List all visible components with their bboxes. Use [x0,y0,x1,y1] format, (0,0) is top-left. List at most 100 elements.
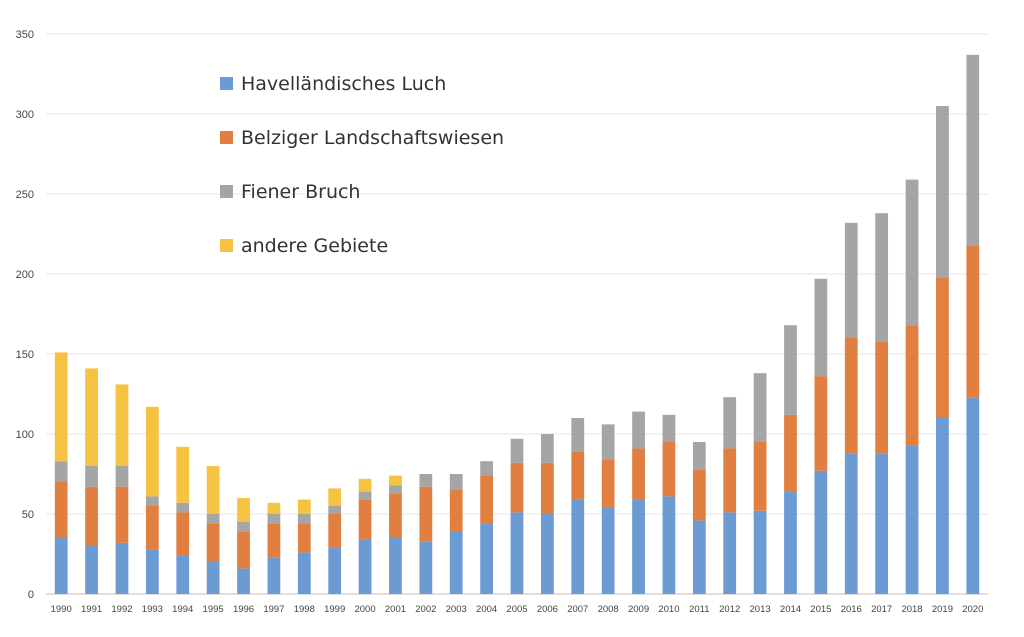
bar-segment [480,475,493,524]
bar-segment [267,514,281,524]
x-tick-label: 2009 [628,604,649,615]
bar-segment [237,522,250,532]
bar-segment [145,506,159,550]
bar-segment [206,466,220,514]
bar-segment [358,478,372,492]
bar-segment [85,486,98,546]
bar-segment [54,352,68,462]
bar-segment [571,499,585,594]
x-tick-label: 2007 [567,604,588,615]
bar-segment [145,496,159,506]
x-tick-label: 1998 [294,604,315,615]
bar-segment [85,466,98,487]
x-tick-label: 2016 [841,604,862,615]
bar-segment [814,376,828,471]
bar-segment [176,446,190,503]
bar-segment [541,434,554,463]
bar-segment [85,546,98,594]
legend-swatch [220,131,233,144]
x-tick-label: 2005 [506,604,527,615]
bar-segment [358,499,372,540]
bar-segment [206,562,220,594]
bar-segment [723,448,737,513]
bar-segment [571,451,585,500]
x-tick-label: 1992 [111,604,132,615]
legend-swatch [220,239,233,252]
bar-segment [419,486,433,542]
bar-segment [237,531,250,569]
bar-segment [115,542,129,594]
bar-segment [784,325,797,415]
y-axis: 0 50 100 150 200 250 300 350 [16,29,34,601]
y-tick-label: 50 [22,509,34,521]
bar-segment [692,469,706,521]
bar-segment [844,222,858,338]
bars [54,54,980,594]
bar-segment [601,507,615,594]
bar-segment [541,514,554,594]
bar-segment [85,368,98,466]
bar-segment [480,523,493,594]
bar-segment [905,445,919,594]
x-tick-label: 1995 [203,604,224,615]
x-tick-label: 2004 [476,604,497,615]
legend-item: Fiener Bruch [220,181,360,203]
x-tick-label: 2001 [385,604,406,615]
y-tick-label: 150 [16,349,34,361]
bar-segment [328,506,342,514]
bar-segment [571,418,585,452]
bar-segment [358,539,372,594]
bar-segment [389,485,402,494]
x-tick-label: 2018 [901,604,922,615]
bar-segment [510,438,524,463]
bar-segment [662,496,676,594]
bar-segment [328,514,342,548]
bar-segment [905,179,919,326]
bar-segment [145,549,159,594]
x-tick-label: 2019 [932,604,953,615]
bar-segment [966,54,980,246]
bar-segment [753,373,767,442]
bar-segment [753,442,767,511]
bar-segment [510,512,524,594]
x-tick-label: 1994 [172,604,193,615]
bar-segment [419,474,433,487]
bar-segment [936,277,949,418]
bar-segment [389,493,402,538]
bar-segment [753,510,767,594]
bar-segment [449,531,463,594]
y-tick-label: 100 [16,429,34,441]
bar-segment [389,475,402,486]
bar-segment [297,552,311,594]
bar-segment [237,568,250,594]
x-tick-label: 1991 [81,604,102,615]
bar-segment [692,520,706,594]
x-axis: 1990 1991 1992 1993 1994 1995 1996 1997 1998 1999… [51,604,984,615]
y-tick-label: 0 [28,589,34,601]
y-tick-label: 250 [16,189,34,201]
bar-segment [784,491,797,594]
legend-swatch [220,185,233,198]
x-tick-label: 2011 [689,604,709,615]
bar-segment [237,498,250,522]
bar-segment [267,502,281,514]
x-tick-label: 2013 [750,604,771,615]
x-tick-label: 2000 [354,604,375,615]
bar-segment [358,491,372,500]
bar-segment [632,411,645,449]
legend-item: andere Gebiete [220,235,388,257]
bar-segment [206,523,220,562]
bar-segment [267,523,281,558]
bar-segment [601,459,615,508]
bar-segment [480,461,493,476]
bar-segment [176,502,190,513]
x-tick-label: 2010 [658,604,679,615]
x-tick-label: 2014 [780,604,801,615]
bar-segment [176,512,190,556]
x-tick-label: 1999 [324,604,345,615]
legend-label: andere Gebiete [241,235,388,257]
bar-segment [875,341,889,454]
bar-segment [905,325,919,446]
legend-label: Havelländisches Luch [241,73,446,95]
